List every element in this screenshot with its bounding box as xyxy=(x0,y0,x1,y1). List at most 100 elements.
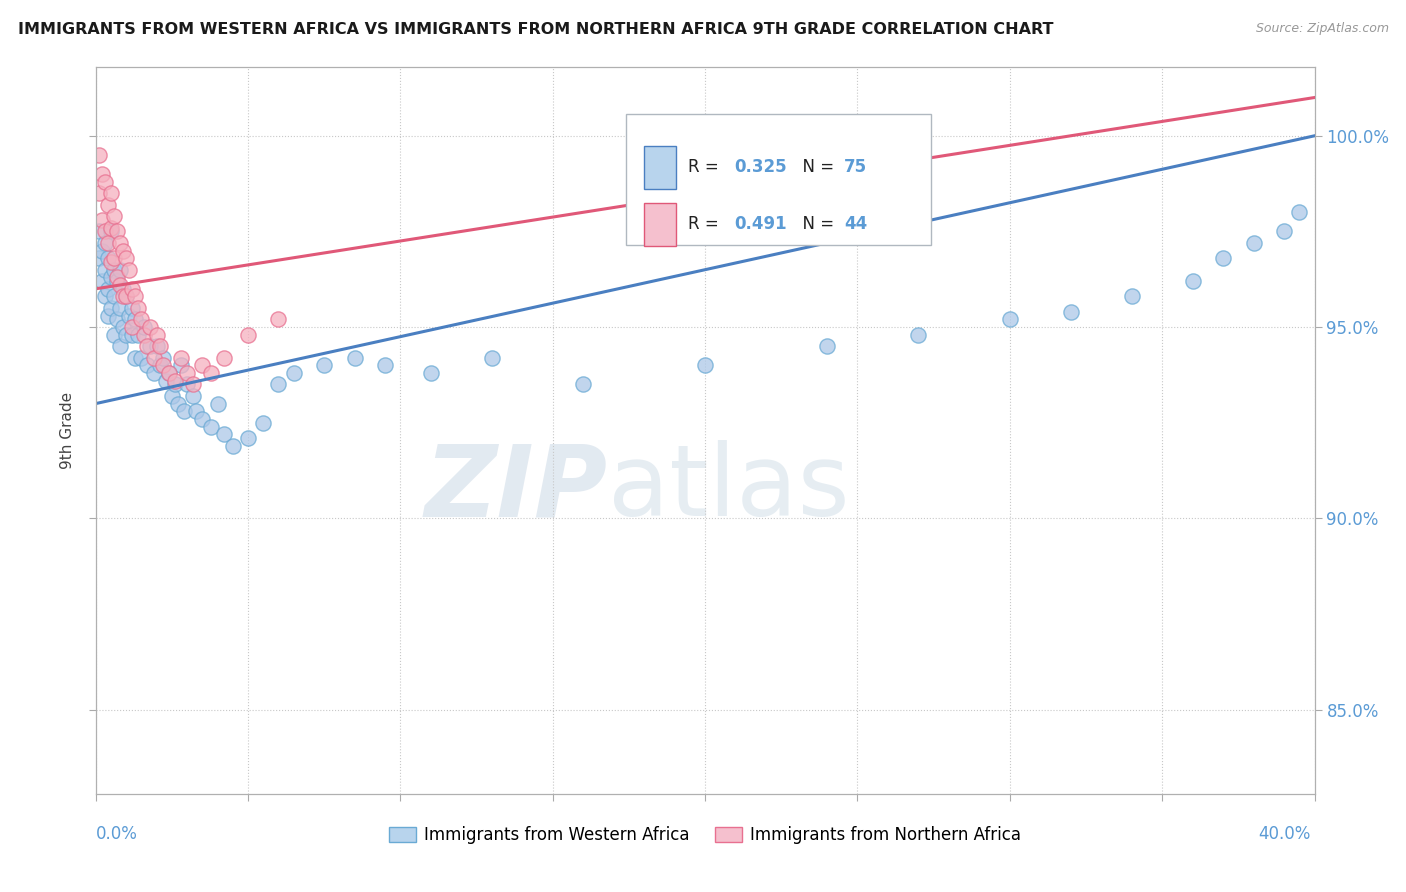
Text: N =: N = xyxy=(792,215,839,233)
Point xyxy=(998,312,1021,326)
Point xyxy=(1272,224,1295,238)
Point xyxy=(124,351,146,365)
Point xyxy=(186,404,208,418)
Point xyxy=(118,309,141,323)
Point xyxy=(105,224,128,238)
Point xyxy=(145,339,167,353)
Point xyxy=(142,366,165,380)
Point xyxy=(94,224,117,238)
Point xyxy=(139,339,162,353)
Point xyxy=(134,327,156,342)
Text: ZIP: ZIP xyxy=(425,440,607,537)
Point xyxy=(90,213,112,227)
Point xyxy=(343,351,366,365)
Point xyxy=(212,427,235,442)
Point xyxy=(94,262,117,277)
FancyBboxPatch shape xyxy=(626,114,931,245)
Point xyxy=(152,359,174,373)
Point xyxy=(115,289,138,303)
Point xyxy=(181,389,204,403)
Point xyxy=(1212,251,1234,265)
Point xyxy=(236,431,259,445)
Point xyxy=(136,339,159,353)
Point xyxy=(139,320,162,334)
Text: R =: R = xyxy=(688,158,724,177)
Point xyxy=(115,251,138,265)
Point xyxy=(191,359,214,373)
Point xyxy=(87,251,110,265)
Point xyxy=(267,377,290,392)
Point xyxy=(100,270,122,285)
Point xyxy=(108,235,131,250)
Point xyxy=(103,262,125,277)
Text: 0.491: 0.491 xyxy=(734,215,787,233)
Point xyxy=(112,244,135,258)
Point xyxy=(191,412,214,426)
Point xyxy=(155,374,177,388)
Point xyxy=(97,251,120,265)
Point xyxy=(160,389,183,403)
Point xyxy=(252,416,274,430)
Y-axis label: 9th Grade: 9th Grade xyxy=(60,392,76,469)
Point xyxy=(115,289,138,303)
Point xyxy=(207,396,229,410)
Point xyxy=(170,359,193,373)
Point xyxy=(121,282,143,296)
Point xyxy=(103,251,125,265)
Point xyxy=(200,419,222,434)
Point xyxy=(108,339,131,353)
Point xyxy=(97,235,120,250)
Point xyxy=(1243,235,1265,250)
Text: 0.0%: 0.0% xyxy=(96,825,138,843)
Text: 0.325: 0.325 xyxy=(734,158,787,177)
Point xyxy=(105,270,128,285)
Point xyxy=(118,262,141,277)
Point xyxy=(100,224,122,238)
Point xyxy=(481,351,503,365)
Point xyxy=(314,359,336,373)
Point xyxy=(94,175,117,189)
Point xyxy=(121,320,143,334)
Point xyxy=(200,366,222,380)
Point xyxy=(167,396,190,410)
Point xyxy=(152,351,174,365)
Point xyxy=(907,327,929,342)
Point xyxy=(105,312,128,326)
Point xyxy=(157,366,180,380)
Point xyxy=(236,327,259,342)
Point xyxy=(90,167,112,181)
Point xyxy=(103,327,125,342)
Point xyxy=(695,359,717,373)
Point xyxy=(1121,289,1143,303)
Point xyxy=(572,377,595,392)
Point xyxy=(100,186,122,201)
Point xyxy=(181,377,204,392)
Point xyxy=(176,366,198,380)
Point xyxy=(121,301,143,315)
Point xyxy=(94,235,117,250)
Point xyxy=(94,289,117,303)
Point xyxy=(419,366,441,380)
Point xyxy=(815,339,838,353)
Point xyxy=(212,351,235,365)
Text: N =: N = xyxy=(792,158,839,177)
Point xyxy=(100,255,122,269)
Point xyxy=(90,274,112,288)
Point xyxy=(163,377,186,392)
Point xyxy=(1181,274,1204,288)
Point xyxy=(108,301,131,315)
Point xyxy=(100,220,122,235)
Point xyxy=(136,359,159,373)
Point xyxy=(1060,305,1083,319)
Point xyxy=(222,439,245,453)
Point xyxy=(103,289,125,303)
Text: 40.0%: 40.0% xyxy=(1258,825,1310,843)
FancyBboxPatch shape xyxy=(644,145,676,189)
Point xyxy=(149,359,172,373)
Point xyxy=(108,277,131,292)
Point xyxy=(283,366,305,380)
Point xyxy=(87,148,110,162)
Point xyxy=(173,404,195,418)
Point xyxy=(105,274,128,288)
Point xyxy=(127,301,149,315)
